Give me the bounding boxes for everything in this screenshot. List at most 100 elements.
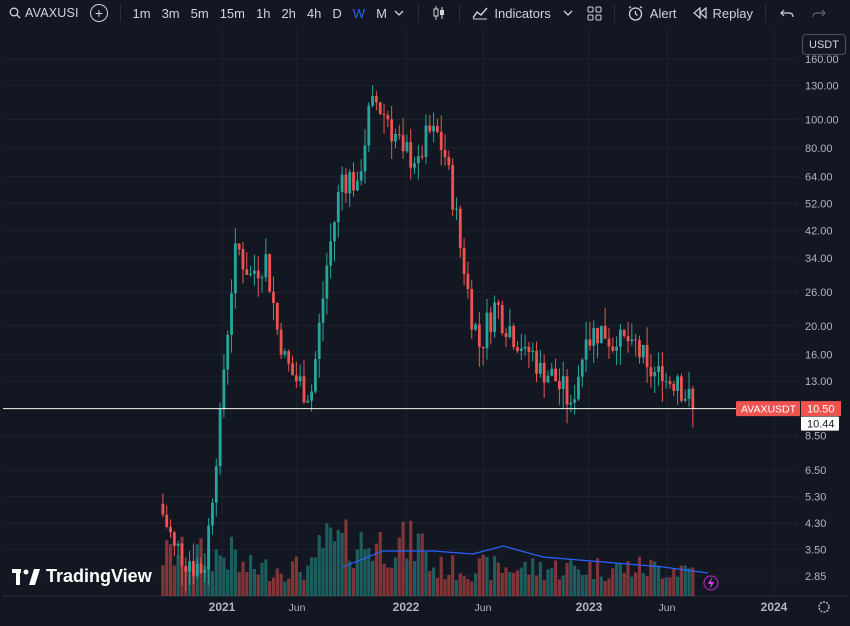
volume-bar <box>401 521 405 596</box>
candle-body <box>321 298 325 323</box>
interval-2h[interactable]: 2h <box>281 5 296 21</box>
volume-bar <box>527 574 531 596</box>
volume-bar <box>546 569 550 596</box>
candle-body <box>207 525 211 570</box>
candle-body <box>470 289 474 330</box>
volume-bar <box>416 533 420 596</box>
candle-body <box>668 381 672 384</box>
volume-bar <box>447 575 451 596</box>
time-axis-tick: Jun <box>289 602 306 614</box>
interval-W[interactable]: W <box>352 5 366 21</box>
candle-body <box>481 346 485 349</box>
interval-15m[interactable]: 15m <box>219 5 245 21</box>
interval-1m[interactable]: 1m <box>132 5 151 21</box>
volume-bar <box>271 577 276 596</box>
volume-bar <box>637 556 642 596</box>
redo-icon[interactable] <box>812 8 826 18</box>
volume-bar <box>237 571 241 596</box>
indicators-button[interactable]: Indicators <box>472 6 551 21</box>
layout-grid-icon[interactable] <box>587 6 602 21</box>
candle-body <box>447 157 451 166</box>
candle-body <box>436 125 439 132</box>
alert-button[interactable]: Alert <box>627 5 677 22</box>
volume-bar <box>329 527 333 596</box>
alert-label: Alert <box>649 5 677 21</box>
top-toolbar: AVAXUSI + 1m 3m 5m 15m 1h 2h 4h D W M Indicators … <box>0 0 850 26</box>
divider <box>459 4 461 22</box>
volume-bar <box>252 568 257 596</box>
candle-body <box>641 345 645 358</box>
chart-pane[interactable]: 160.00 130.00 100.00 80.00 64.00 52.00 42.00 34… <box>3 29 848 626</box>
interval-M[interactable]: M <box>376 5 387 21</box>
replay-button[interactable]: Replay <box>692 6 753 21</box>
volume-bar <box>409 520 413 596</box>
volume-bar <box>210 571 215 596</box>
candle-body <box>493 302 496 333</box>
interval-3m[interactable]: 3m <box>161 5 180 21</box>
volume-bar <box>313 557 318 596</box>
candlestick-icon[interactable] <box>431 5 447 21</box>
candle-body <box>378 102 382 114</box>
candle-body <box>607 338 611 347</box>
volume-bar <box>561 575 565 596</box>
candle-body <box>603 325 607 339</box>
gear-icon <box>818 601 830 613</box>
candle-body <box>596 327 599 344</box>
symbol-search[interactable]: AVAXUSI <box>0 6 80 20</box>
candle-body <box>253 270 256 274</box>
chevron-down-icon[interactable] <box>563 10 573 16</box>
candle-body <box>367 105 371 146</box>
volume-bar <box>618 563 623 596</box>
interval-list: 1m 3m 5m 15m 1h 2h 4h D W M <box>127 6 392 21</box>
price-axis-tick: 8.50 <box>805 431 826 443</box>
volume-bar <box>420 533 424 596</box>
volume-bar <box>485 557 489 596</box>
volume-bar <box>565 563 569 596</box>
candle-body <box>680 376 683 401</box>
candle-body <box>542 362 546 383</box>
volume-bar <box>168 544 173 596</box>
candle-body <box>275 302 279 330</box>
price-axis-tick: 20.00 <box>805 321 833 333</box>
candle-body <box>256 270 260 279</box>
candle-body <box>451 165 455 210</box>
volume-bar <box>630 576 634 596</box>
candle-body <box>214 466 218 503</box>
volume-bar <box>439 556 443 596</box>
candle-body <box>241 249 245 270</box>
volume-bar <box>454 580 459 596</box>
candle-body <box>687 388 691 399</box>
price-axis-tick: 3.50 <box>805 545 826 557</box>
price-chart[interactable]: 160.00 130.00 100.00 80.00 64.00 52.00 42.00 34… <box>3 29 848 626</box>
candle-body <box>333 222 336 242</box>
candle-body <box>485 312 489 349</box>
price-axis-tick: 2.85 <box>805 571 826 583</box>
candle-body <box>638 340 641 358</box>
volume-bar <box>306 565 310 596</box>
interval-D[interactable]: D <box>332 5 342 21</box>
volume-bar <box>691 567 695 596</box>
candle-body <box>233 243 237 294</box>
volume-bar <box>550 568 554 596</box>
interval-5m[interactable]: 5m <box>190 5 209 21</box>
volume-bar <box>363 549 367 596</box>
volume-bar <box>599 576 603 596</box>
candle-body <box>420 156 424 158</box>
undo-icon[interactable] <box>780 8 794 18</box>
volume-bar <box>172 565 176 596</box>
candle-body <box>172 532 176 547</box>
interval-4h[interactable]: 4h <box>306 5 322 21</box>
chevron-down-icon[interactable] <box>394 10 404 16</box>
volume-bar <box>458 573 462 596</box>
volume-bar <box>683 565 687 596</box>
volume-bar <box>443 579 447 596</box>
currency-selector[interactable]: USDT <box>802 34 846 55</box>
candle-body <box>615 346 618 351</box>
volume-bar <box>275 568 279 596</box>
time-axis-tick: 2024 <box>761 600 788 614</box>
volume-bar <box>668 577 672 596</box>
candle-body <box>588 339 592 346</box>
price-axis-tick: 160.00 <box>805 54 839 66</box>
plus-circle-icon[interactable]: + <box>90 4 108 22</box>
interval-1h[interactable]: 1h <box>255 5 271 21</box>
